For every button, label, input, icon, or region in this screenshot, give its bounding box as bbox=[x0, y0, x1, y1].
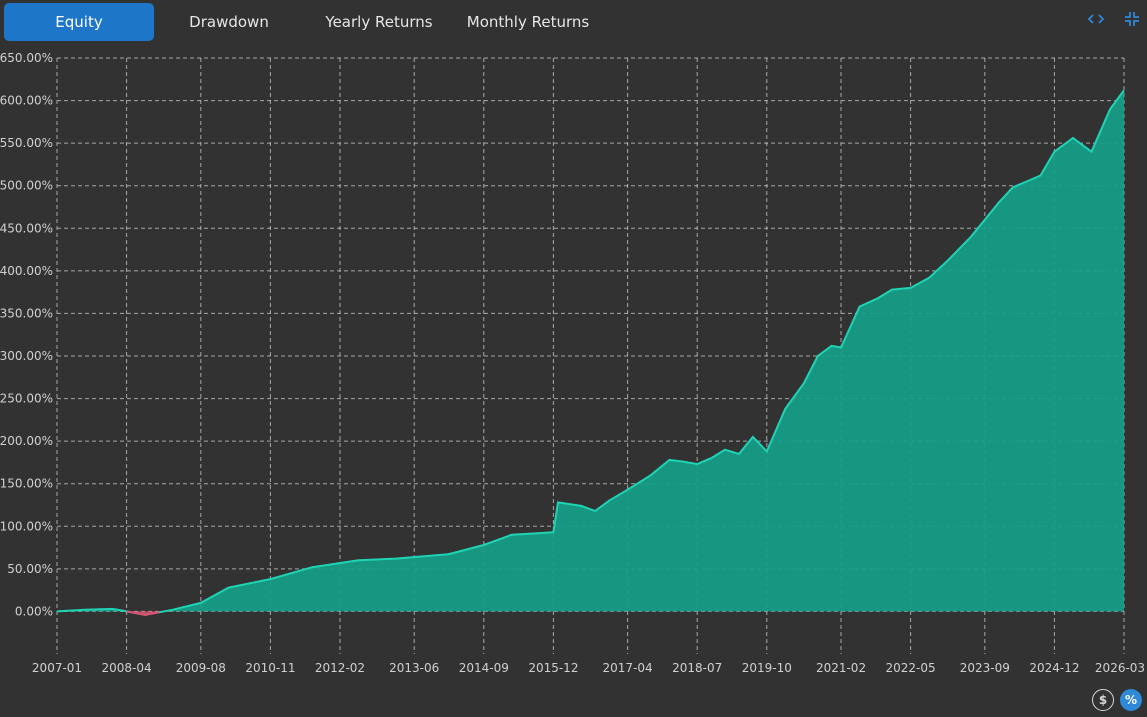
tab-drawdown[interactable]: Drawdown bbox=[189, 13, 269, 31]
x-tick-label: 2014-09 bbox=[459, 661, 509, 675]
code-brackets-icon[interactable] bbox=[1087, 10, 1105, 28]
y-tick-label: 250.00% bbox=[0, 392, 53, 406]
x-tick-label: 2024-12 bbox=[1029, 661, 1079, 675]
x-tick-label: 2012-02 bbox=[315, 661, 365, 675]
x-tick-label: 2022-05 bbox=[886, 661, 936, 675]
x-tick-label: 2018-07 bbox=[672, 661, 722, 675]
x-tick-label: 2019-10 bbox=[742, 661, 792, 675]
x-tick-label: 2021-02 bbox=[816, 661, 866, 675]
y-tick-label: 150.00% bbox=[0, 477, 53, 491]
y-tick-label: 200.00% bbox=[0, 434, 53, 448]
x-tick-label: 2007-01 bbox=[32, 661, 82, 675]
y-tick-label: 50.00% bbox=[7, 562, 53, 576]
percent-icon[interactable]: % bbox=[1120, 689, 1142, 711]
x-tick-label: 2008-04 bbox=[102, 661, 152, 675]
x-tick-label: 2023-09 bbox=[960, 661, 1010, 675]
y-tick-label: 300.00% bbox=[0, 349, 53, 363]
dollar-icon[interactable]: $ bbox=[1092, 689, 1114, 711]
y-tick-label: 600.00% bbox=[0, 94, 53, 108]
y-tick-label: 450.00% bbox=[0, 221, 53, 235]
y-tick-label: 350.00% bbox=[0, 306, 53, 320]
x-tick-label: 2013-06 bbox=[389, 661, 439, 675]
y-tick-label: 400.00% bbox=[0, 264, 53, 278]
collapse-icon[interactable] bbox=[1123, 10, 1141, 28]
y-tick-label: 500.00% bbox=[0, 179, 53, 193]
negative-line bbox=[126, 610, 160, 616]
x-tick-label: 2017-04 bbox=[603, 661, 653, 675]
equity-line bbox=[56, 89, 1125, 616]
x-tick-label: 2010-11 bbox=[245, 661, 295, 675]
equity-area bbox=[57, 90, 1124, 612]
tab-yearly-returns[interactable]: Yearly Returns bbox=[325, 13, 433, 31]
x-tick-label: 2015-12 bbox=[528, 661, 578, 675]
tab-equity[interactable]: Equity bbox=[4, 3, 154, 41]
y-tick-label: 100.00% bbox=[0, 519, 53, 533]
y-tick-label: 0.00% bbox=[15, 604, 53, 618]
tab-monthly-returns[interactable]: Monthly Returns bbox=[466, 13, 590, 31]
x-tick-label: 2009-08 bbox=[176, 661, 226, 675]
x-tick-label: 2026-03 bbox=[1095, 661, 1145, 675]
y-tick-label: 550.00% bbox=[0, 136, 53, 150]
y-tick-label: 650.00% bbox=[0, 51, 53, 65]
